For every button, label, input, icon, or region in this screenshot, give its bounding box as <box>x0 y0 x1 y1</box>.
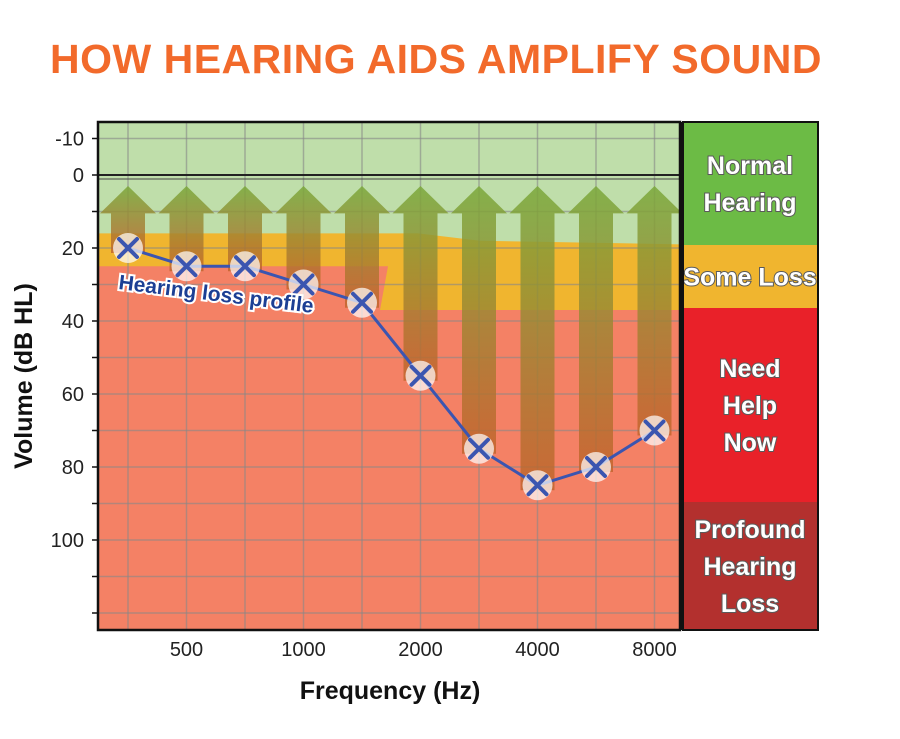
y-tick-label: 0 <box>73 165 84 187</box>
y-tick-label: 60 <box>62 384 84 406</box>
zone-label: Some Loss <box>683 264 816 292</box>
amplification-arrow <box>158 185 215 272</box>
zone-label: Now <box>724 429 777 457</box>
series-line <box>127 246 656 487</box>
zone-label: Help <box>723 392 777 420</box>
data-point-x-marker <box>585 456 607 478</box>
data-point-x-marker <box>351 291 373 314</box>
x-tick-label: 1000 <box>281 639 326 661</box>
y-axis-label: Volume (dB HL) <box>10 283 38 469</box>
zone-label: Profound <box>694 516 805 544</box>
data-point-x-marker <box>526 474 549 497</box>
amplification-arrow <box>334 185 390 308</box>
zone-need-help-now <box>683 308 818 502</box>
zone-label: Loss <box>721 590 779 618</box>
y-tick-label: 20 <box>62 238 84 260</box>
amplification-arrow <box>568 185 624 472</box>
zone-label: Need <box>719 355 780 383</box>
zone-profound-hearing-loss <box>683 502 818 630</box>
data-point-x-marker <box>643 419 666 442</box>
data-point-x-marker <box>117 237 139 259</box>
data-point-x-marker <box>234 255 256 278</box>
chart-title: HOW HEARING AIDS AMPLIFY SOUND <box>50 36 822 82</box>
zone-label: Hearing <box>703 189 796 217</box>
x-tick-label: 2000 <box>398 639 443 661</box>
zone-label: Hearing <box>703 553 796 581</box>
zone-frame <box>682 121 819 631</box>
amplification-arrow <box>392 185 449 381</box>
y-tick-label: 100 <box>51 530 84 552</box>
x-tick-label: 500 <box>170 639 203 661</box>
amplification-arrow <box>626 185 683 436</box>
data-point-x-marker <box>409 364 432 387</box>
y-tick-label: -10 <box>55 129 84 151</box>
amplification-arrow <box>100 185 156 253</box>
y-tick-label: 80 <box>62 457 84 479</box>
amplification-arrow <box>275 185 332 290</box>
x-axis-label: Frequency (Hz) <box>300 677 481 705</box>
y-tick-label: 40 <box>62 311 84 333</box>
x-tick-label: 4000 <box>515 639 560 661</box>
x-tick-label: 8000 <box>632 639 677 661</box>
data-point-x-marker <box>468 437 490 460</box>
zone-some-loss <box>683 245 818 308</box>
amplification-arrow <box>451 185 507 454</box>
amplification-arrow <box>509 185 566 491</box>
zone-normal-hearing <box>683 122 818 245</box>
amplification-arrow <box>217 185 273 272</box>
data-point-x-marker <box>292 273 315 296</box>
data-point-x-marker <box>175 255 198 278</box>
zone-label: Normal <box>707 152 793 180</box>
